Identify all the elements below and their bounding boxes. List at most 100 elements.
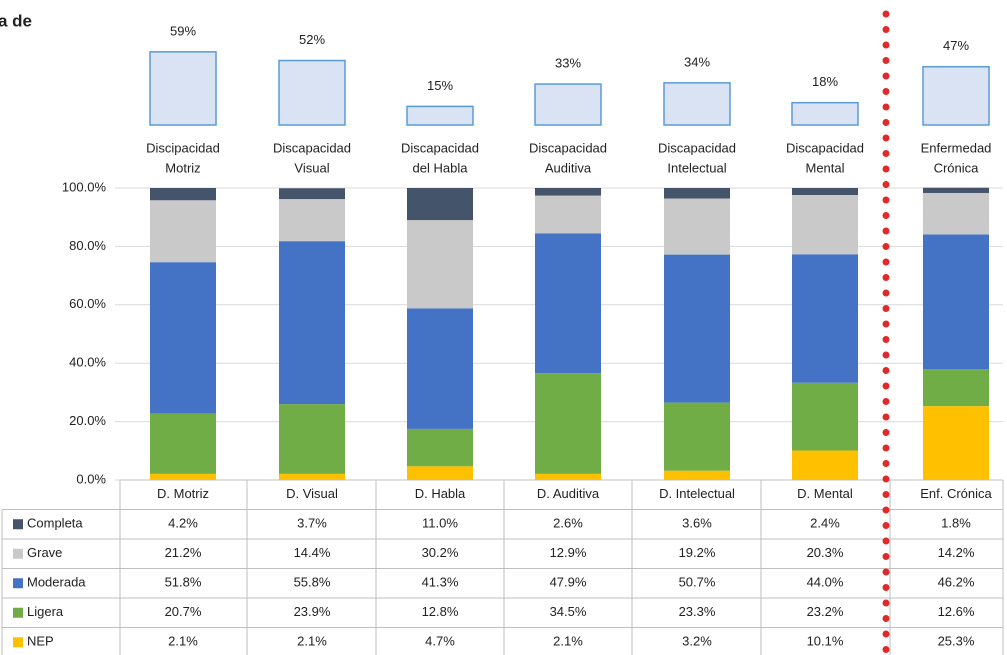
table-cell: 23.9% (294, 604, 331, 619)
legend-swatch (13, 607, 23, 618)
bar-segment (535, 233, 601, 374)
bar-segment (279, 473, 345, 480)
y-tick-label: 80.0% (69, 238, 106, 253)
table-cell: 12.9% (550, 545, 587, 560)
table-cell: 4.7% (425, 634, 455, 649)
legend-swatch (13, 548, 23, 559)
bar (663, 82, 731, 126)
table-cell: 30.2% (422, 545, 459, 560)
chart-title: a de (0, 11, 32, 30)
bar-segment (792, 254, 858, 383)
bar-segment (664, 188, 730, 199)
category-label: Auditiva (545, 160, 592, 175)
category-label: del Habla (413, 160, 469, 175)
category-label: Discipacidad (146, 140, 220, 155)
bar-segment (279, 404, 345, 474)
table-cell: 3.2% (682, 634, 712, 649)
table-cell: 34.5% (550, 604, 587, 619)
table-cell: 3.6% (682, 516, 712, 531)
category-label: Discapacidad (786, 140, 864, 155)
table-cell: 23.3% (679, 604, 716, 619)
bar-segment (279, 188, 345, 200)
bar-segment (923, 406, 989, 480)
data-label: 34% (684, 54, 710, 69)
bar-segment (150, 473, 216, 480)
y-tick-label: 60.0% (69, 296, 106, 311)
legend-label: Ligera (27, 604, 64, 619)
bar (406, 105, 474, 126)
legend-swatch (13, 519, 23, 530)
table-cell: 4.2% (168, 516, 198, 531)
legend-label: NEP (27, 634, 54, 649)
bar-segment (792, 382, 858, 451)
table-cell: 55.8% (294, 575, 331, 590)
table-cell: 1.8% (941, 516, 971, 531)
table-header: D. Auditiva (537, 486, 600, 501)
bar-segment (792, 195, 858, 255)
bar-segment (535, 195, 601, 234)
category-label: Enfermedad (921, 140, 992, 155)
table-cell: 2.4% (810, 516, 840, 531)
bar-segment (150, 262, 216, 414)
category-label: Intelectual (667, 160, 726, 175)
table-header: D. Visual (286, 486, 338, 501)
table-cell: 41.3% (422, 575, 459, 590)
table-cell: 11.0% (422, 516, 458, 531)
legend-label: Completa (27, 516, 83, 531)
category-label: Discapacidad (529, 140, 607, 155)
bar-segment (535, 373, 601, 474)
data-label: 59% (170, 23, 196, 38)
bar-segment (407, 308, 473, 429)
bar-segment (535, 188, 601, 196)
table-cell: 25.3% (938, 634, 975, 649)
bar-segment (923, 369, 989, 407)
table-header: D. Motriz (157, 486, 209, 501)
bar (278, 59, 346, 126)
y-tick-label: 0.0% (76, 471, 106, 486)
bar-segment (150, 413, 216, 474)
table-cell: 10.1% (807, 634, 844, 649)
bar-segment (279, 199, 345, 242)
bar-segment (664, 198, 730, 255)
table-cell: 44.0% (807, 575, 844, 590)
category-label: Crónica (934, 160, 980, 175)
bar-segment (923, 234, 989, 370)
bar-segment (664, 254, 730, 403)
data-label: 15% (427, 78, 453, 93)
bar-segment (279, 241, 345, 405)
bar-segment (407, 466, 473, 480)
legend-label: Grave (27, 545, 62, 560)
table-cell: 3.7% (297, 516, 327, 531)
bar-segment (150, 188, 216, 201)
bar (791, 101, 859, 126)
bar-segment (407, 428, 473, 467)
category-label: Discapacidad (401, 140, 479, 155)
table-cell: 2.1% (553, 634, 583, 649)
category-label: Discapacidad (658, 140, 736, 155)
table-cell: 12.6% (938, 604, 975, 619)
table-cell: 12.8% (422, 604, 459, 619)
bar-segment (664, 470, 730, 480)
legend-swatch (13, 637, 23, 648)
table-cell: 2.1% (297, 634, 327, 649)
category-label: Motriz (165, 160, 200, 175)
table-cell: 51.8% (165, 575, 202, 590)
table-header: D. Intelectual (659, 486, 735, 501)
data-label: 47% (943, 38, 969, 53)
category-label: Mental (805, 160, 844, 175)
table-cell: 2.1% (168, 634, 198, 649)
table-cell: 21.2% (165, 545, 202, 560)
y-tick-label: 20.0% (69, 413, 106, 428)
table-cell: 2.6% (553, 516, 583, 531)
y-tick-label: 100.0% (62, 179, 107, 194)
bar-segment (535, 473, 601, 480)
table-cell: 14.2% (938, 545, 975, 560)
table-header: D. Mental (797, 486, 853, 501)
table-cell: 20.7% (165, 604, 202, 619)
legend-swatch (13, 578, 23, 589)
data-label: 52% (299, 32, 325, 47)
bar-segment (407, 220, 473, 309)
table-cell: 50.7% (679, 575, 716, 590)
y-tick-label: 40.0% (69, 355, 106, 370)
